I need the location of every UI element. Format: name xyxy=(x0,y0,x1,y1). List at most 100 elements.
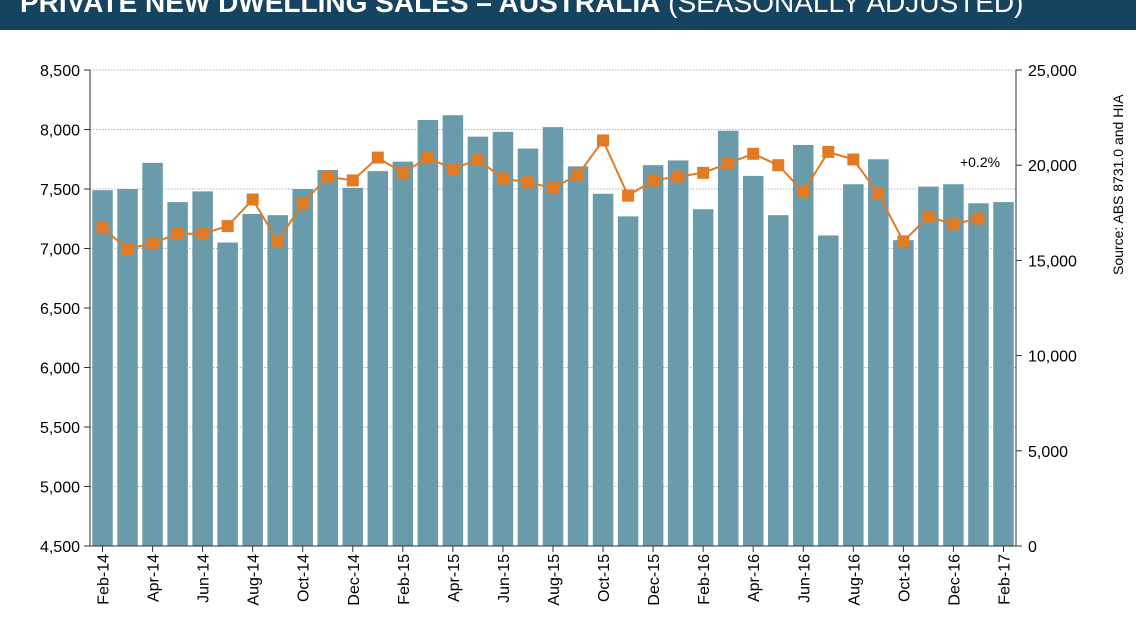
bar xyxy=(542,127,564,547)
line-marker xyxy=(822,145,835,158)
x-tick-label: Aug-15 xyxy=(546,554,563,606)
bar xyxy=(192,191,213,546)
bar xyxy=(943,184,964,547)
bar xyxy=(317,169,339,546)
line-marker xyxy=(396,166,409,179)
line-marker xyxy=(146,237,159,250)
bar xyxy=(818,235,839,546)
bar xyxy=(267,215,288,546)
line-marker xyxy=(872,187,885,200)
x-tick-label: Feb-17 xyxy=(996,554,1013,605)
line-marker xyxy=(521,176,534,189)
bar xyxy=(692,209,714,547)
bar xyxy=(567,166,589,546)
x-tick-label: Aug-16 xyxy=(846,554,863,606)
line-marker xyxy=(346,174,359,187)
bar xyxy=(217,242,238,547)
title-light: (SEASONALLY ADJUSTED) xyxy=(668,0,1024,18)
x-tick-label: Oct-16 xyxy=(896,554,913,602)
y-left-tick-label: 4,500 xyxy=(40,539,80,556)
x-tick-label: Oct-15 xyxy=(596,554,613,602)
bar xyxy=(918,186,939,546)
x-tick-label: Feb-16 xyxy=(696,554,713,605)
line-marker xyxy=(271,235,284,248)
bar xyxy=(167,202,188,546)
bar xyxy=(417,119,439,546)
line-marker xyxy=(672,170,685,183)
bar xyxy=(968,203,989,546)
x-tick-label: Aug-14 xyxy=(246,554,263,606)
bar xyxy=(392,161,414,546)
y-left-tick-label: 8,500 xyxy=(40,63,80,80)
title-banner: PRIVATE NEW DWELLING SALES – AUSTRALIA (… xyxy=(0,0,1136,30)
x-tick-label: Apr-14 xyxy=(146,554,163,602)
y-left-tick-label: 5,500 xyxy=(40,420,80,437)
line-marker xyxy=(622,189,635,202)
axes xyxy=(84,69,1022,552)
x-tick-label: Apr-16 xyxy=(746,554,763,602)
line-marker xyxy=(121,242,134,255)
line-marker xyxy=(96,222,109,235)
line-marker xyxy=(421,151,434,164)
line-marker xyxy=(772,159,785,172)
bar xyxy=(517,148,539,547)
line-marker xyxy=(547,182,559,195)
line-marker xyxy=(747,147,760,160)
bar xyxy=(292,189,313,546)
tick-labels: 8,500 8,000 7,500 7,000 6,500 6,000 5,500 5,000… xyxy=(40,63,1077,606)
annotation-label: +0.2% xyxy=(960,154,1000,170)
line-marker xyxy=(647,174,660,187)
bar xyxy=(667,160,689,546)
bar xyxy=(492,131,514,546)
y-right-tick-label: 25,000 xyxy=(1028,63,1077,80)
line-marker xyxy=(722,157,735,170)
y-left-tick-label: 7,000 xyxy=(40,242,80,259)
bar xyxy=(742,175,764,546)
line-marker xyxy=(496,172,509,185)
line-marker xyxy=(246,193,259,206)
bar xyxy=(717,130,739,546)
y-left-tick-label: 8,000 xyxy=(40,123,80,140)
bar xyxy=(767,215,789,546)
line-marker xyxy=(221,220,234,233)
x-tick-label: Oct-14 xyxy=(296,554,313,602)
x-tick-label: Jun-14 xyxy=(196,554,213,603)
y-right-tick-label: 5,000 xyxy=(1028,444,1068,461)
y-right-tick-label: 20,000 xyxy=(1028,158,1077,175)
x-tick-label: Dec-16 xyxy=(946,554,963,606)
line-marker xyxy=(697,166,710,179)
line-marker xyxy=(171,227,184,240)
bar xyxy=(642,165,664,546)
bar-series xyxy=(92,115,1014,547)
y-right-tick-label: 15,000 xyxy=(1028,253,1077,270)
x-tick-label: Jun-16 xyxy=(796,554,813,603)
line-marker xyxy=(446,163,459,176)
line-marker xyxy=(797,185,810,198)
line-marker xyxy=(321,170,334,183)
line-marker xyxy=(471,153,484,166)
x-tick-label: Apr-15 xyxy=(446,554,463,602)
line-marker xyxy=(196,227,209,240)
bar xyxy=(242,213,263,547)
y-left-tick-label: 6,500 xyxy=(40,301,80,318)
line-marker xyxy=(847,153,860,166)
line-marker xyxy=(296,197,309,210)
line-marker xyxy=(371,151,384,164)
line-marker xyxy=(897,235,910,248)
line-marker xyxy=(572,168,585,181)
x-tick-label: Dec-15 xyxy=(646,554,663,606)
line-marker xyxy=(972,212,985,225)
bar xyxy=(117,189,138,546)
x-tick-label: Jun-15 xyxy=(496,554,513,603)
y-left-tick-label: 6,000 xyxy=(40,361,80,378)
x-tick-label: Dec-14 xyxy=(346,554,363,606)
bar xyxy=(342,187,364,546)
line-marker xyxy=(597,134,610,147)
chart-title: PRIVATE NEW DWELLING SALES – AUSTRALIA (… xyxy=(20,0,1023,19)
line-marker xyxy=(922,210,935,223)
bar xyxy=(367,171,389,546)
bar xyxy=(993,202,1014,546)
y-right-tick-label: 0 xyxy=(1028,539,1037,556)
title-bold: PRIVATE NEW DWELLING SALES – AUSTRALIA xyxy=(20,0,661,18)
